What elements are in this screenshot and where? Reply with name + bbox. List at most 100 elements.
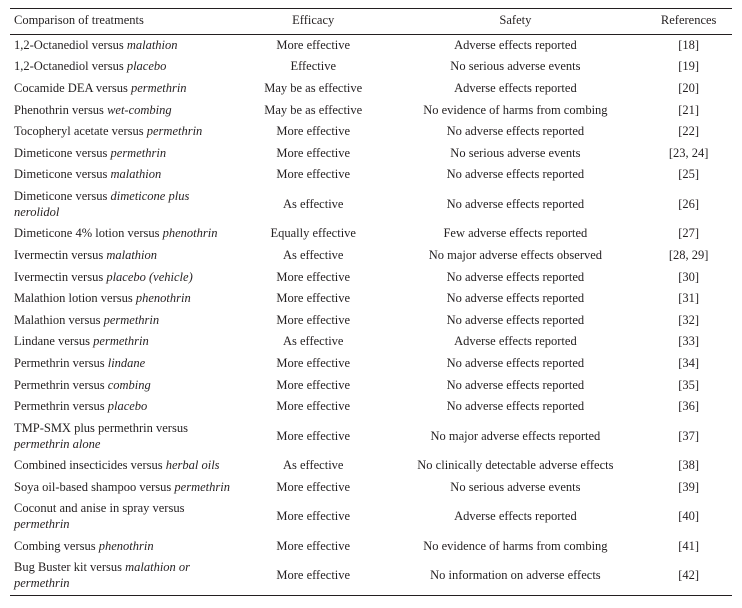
cell-comparison: Coconut and anise in spray versus permet… bbox=[10, 498, 241, 535]
cmp-text-pre: 1,2-Octanediol versus bbox=[14, 59, 127, 73]
cmp-text-pre: Bug Buster kit versus bbox=[14, 560, 125, 574]
cell-efficacy: More effective bbox=[241, 34, 385, 56]
table-head: Comparison of treatments Efficacy Safety… bbox=[10, 9, 732, 35]
cell-efficacy: As effective bbox=[241, 331, 385, 353]
cell-references: [36] bbox=[645, 396, 732, 418]
cell-efficacy: Effective bbox=[241, 56, 385, 78]
cell-comparison: Dimeticone versus malathion bbox=[10, 164, 241, 186]
cell-comparison: 1,2-Octanediol versus malathion bbox=[10, 34, 241, 56]
cmp-text-pre: Ivermectin versus bbox=[14, 248, 106, 262]
cell-safety: No adverse effects reported bbox=[385, 121, 645, 143]
cell-references: [28, 29] bbox=[645, 245, 732, 267]
cmp-text-pre: Permethrin versus bbox=[14, 378, 108, 392]
cell-references: [31] bbox=[645, 288, 732, 310]
cell-efficacy: As effective bbox=[241, 186, 385, 223]
cell-safety: No serious adverse events bbox=[385, 56, 645, 78]
cmp-text-pre: Malathion lotion versus bbox=[14, 291, 136, 305]
cell-safety: No adverse effects reported bbox=[385, 353, 645, 375]
cmp-text-pre: Soya oil-based shampoo versus bbox=[14, 480, 174, 494]
cell-safety: Adverse effects reported bbox=[385, 331, 645, 353]
cmp-text-pre: Permethrin versus bbox=[14, 356, 108, 370]
cell-comparison: Combined insecticides versus herbal oils bbox=[10, 455, 241, 477]
cell-references: [22] bbox=[645, 121, 732, 143]
cell-safety: No major adverse effects reported bbox=[385, 418, 645, 455]
cell-references: [26] bbox=[645, 186, 732, 223]
cell-references: [18] bbox=[645, 34, 732, 56]
col-header-safety: Safety bbox=[385, 9, 645, 35]
cmp-text-pre: Dimeticone versus bbox=[14, 189, 111, 203]
cmp-text-italic: placebo bbox=[108, 399, 148, 413]
cell-comparison: Soya oil-based shampoo versus permethrin bbox=[10, 477, 241, 499]
cmp-text-italic: permethrin bbox=[131, 81, 187, 95]
cell-efficacy: More effective bbox=[241, 536, 385, 558]
cell-comparison: Tocopheryl acetate versus permethrin bbox=[10, 121, 241, 143]
cell-efficacy: As effective bbox=[241, 245, 385, 267]
cell-references: [42] bbox=[645, 557, 732, 595]
cmp-text-italic: phenothrin bbox=[99, 539, 154, 553]
cell-safety: No serious adverse events bbox=[385, 477, 645, 499]
table-row: Coconut and anise in spray versus permet… bbox=[10, 498, 732, 535]
cmp-text-pre: Cocamide DEA versus bbox=[14, 81, 131, 95]
cell-references: [38] bbox=[645, 455, 732, 477]
table-row: Dimeticone versus dimeticone plus neroli… bbox=[10, 186, 732, 223]
table-row: Ivermectin versus malathionAs effectiveN… bbox=[10, 245, 732, 267]
cell-references: [35] bbox=[645, 375, 732, 397]
cell-efficacy: More effective bbox=[241, 557, 385, 595]
cell-references: [41] bbox=[645, 536, 732, 558]
cell-comparison: Permethrin versus lindane bbox=[10, 353, 241, 375]
col-header-references: References bbox=[645, 9, 732, 35]
cmp-text-italic: permethrin bbox=[93, 334, 149, 348]
treatment-comparison-table: Comparison of treatments Efficacy Safety… bbox=[10, 8, 732, 596]
cell-efficacy: May be as effective bbox=[241, 78, 385, 100]
cmp-text-italic: phenothrin bbox=[163, 226, 218, 240]
table-row: Combing versus phenothrinMore effectiveN… bbox=[10, 536, 732, 558]
table-row: Lindane versus permethrin As effectiveAdv… bbox=[10, 331, 732, 353]
cell-references: [19] bbox=[645, 56, 732, 78]
cell-references: [39] bbox=[645, 477, 732, 499]
table-row: Combined insecticides versus herbal oils… bbox=[10, 455, 732, 477]
cmp-text-pre: Permethrin versus bbox=[14, 399, 108, 413]
cell-efficacy: More effective bbox=[241, 310, 385, 332]
cmp-text-italic: malathion bbox=[106, 248, 157, 262]
cell-comparison: Permethrin versus placebo bbox=[10, 396, 241, 418]
table-row: Permethrin versus lindaneMore effectiveN… bbox=[10, 353, 732, 375]
cell-comparison: Ivermectin versus malathion bbox=[10, 245, 241, 267]
cell-efficacy: More effective bbox=[241, 498, 385, 535]
cell-efficacy: More effective bbox=[241, 418, 385, 455]
cell-comparison: TMP-SMX plus permethrin versus permethri… bbox=[10, 418, 241, 455]
cmp-text-pre: Dimeticone 4% lotion versus bbox=[14, 226, 163, 240]
col-header-efficacy: Efficacy bbox=[241, 9, 385, 35]
cell-references: [33] bbox=[645, 331, 732, 353]
table-body: 1,2-Octanediol versus malathionMore effe… bbox=[10, 34, 732, 595]
table-row: Cocamide DEA versus permethrin May be as … bbox=[10, 78, 732, 100]
cmp-text-pre: Tocopheryl acetate versus bbox=[14, 124, 147, 138]
cell-comparison: Phenothrin versus wet-combing bbox=[10, 100, 241, 122]
cmp-text-pre: 1,2-Octanediol versus bbox=[14, 38, 127, 52]
cell-comparison: Bug Buster kit versus malathion or perme… bbox=[10, 557, 241, 595]
cmp-text-italic: wet-combing bbox=[107, 103, 172, 117]
cmp-text-italic: placebo (vehicle) bbox=[106, 270, 192, 284]
cell-efficacy: More effective bbox=[241, 121, 385, 143]
cell-safety: No adverse effects reported bbox=[385, 186, 645, 223]
cmp-text-italic: malathion bbox=[111, 167, 162, 181]
table-row: Bug Buster kit versus malathion or perme… bbox=[10, 557, 732, 595]
cell-safety: No evidence of harms from combing bbox=[385, 100, 645, 122]
cell-safety: No adverse effects reported bbox=[385, 164, 645, 186]
table-header-row: Comparison of treatments Efficacy Safety… bbox=[10, 9, 732, 35]
cell-efficacy: As effective bbox=[241, 455, 385, 477]
cell-efficacy: More effective bbox=[241, 288, 385, 310]
cmp-text-italic: permethrin bbox=[111, 146, 167, 160]
cell-efficacy: More effective bbox=[241, 375, 385, 397]
cmp-text-pre: Lindane versus bbox=[14, 334, 93, 348]
table-row: 1,2-Octanediol versus malathionMore effe… bbox=[10, 34, 732, 56]
table-row: Malathion lotion versus phenothrinMore e… bbox=[10, 288, 732, 310]
cell-safety: No adverse effects reported bbox=[385, 267, 645, 289]
cell-references: [37] bbox=[645, 418, 732, 455]
table-row: 1,2-Octanediol versus placeboEffectiveNo… bbox=[10, 56, 732, 78]
cmp-text-pre: Coconut and anise in spray versus bbox=[14, 501, 184, 515]
cell-references: [34] bbox=[645, 353, 732, 375]
table-row: Dimeticone 4% lotion versus phenothrinEq… bbox=[10, 223, 732, 245]
cell-comparison: Dimeticone 4% lotion versus phenothrin bbox=[10, 223, 241, 245]
cmp-text-pre: Combing versus bbox=[14, 539, 99, 553]
cmp-text-italic: permethrin bbox=[104, 313, 160, 327]
